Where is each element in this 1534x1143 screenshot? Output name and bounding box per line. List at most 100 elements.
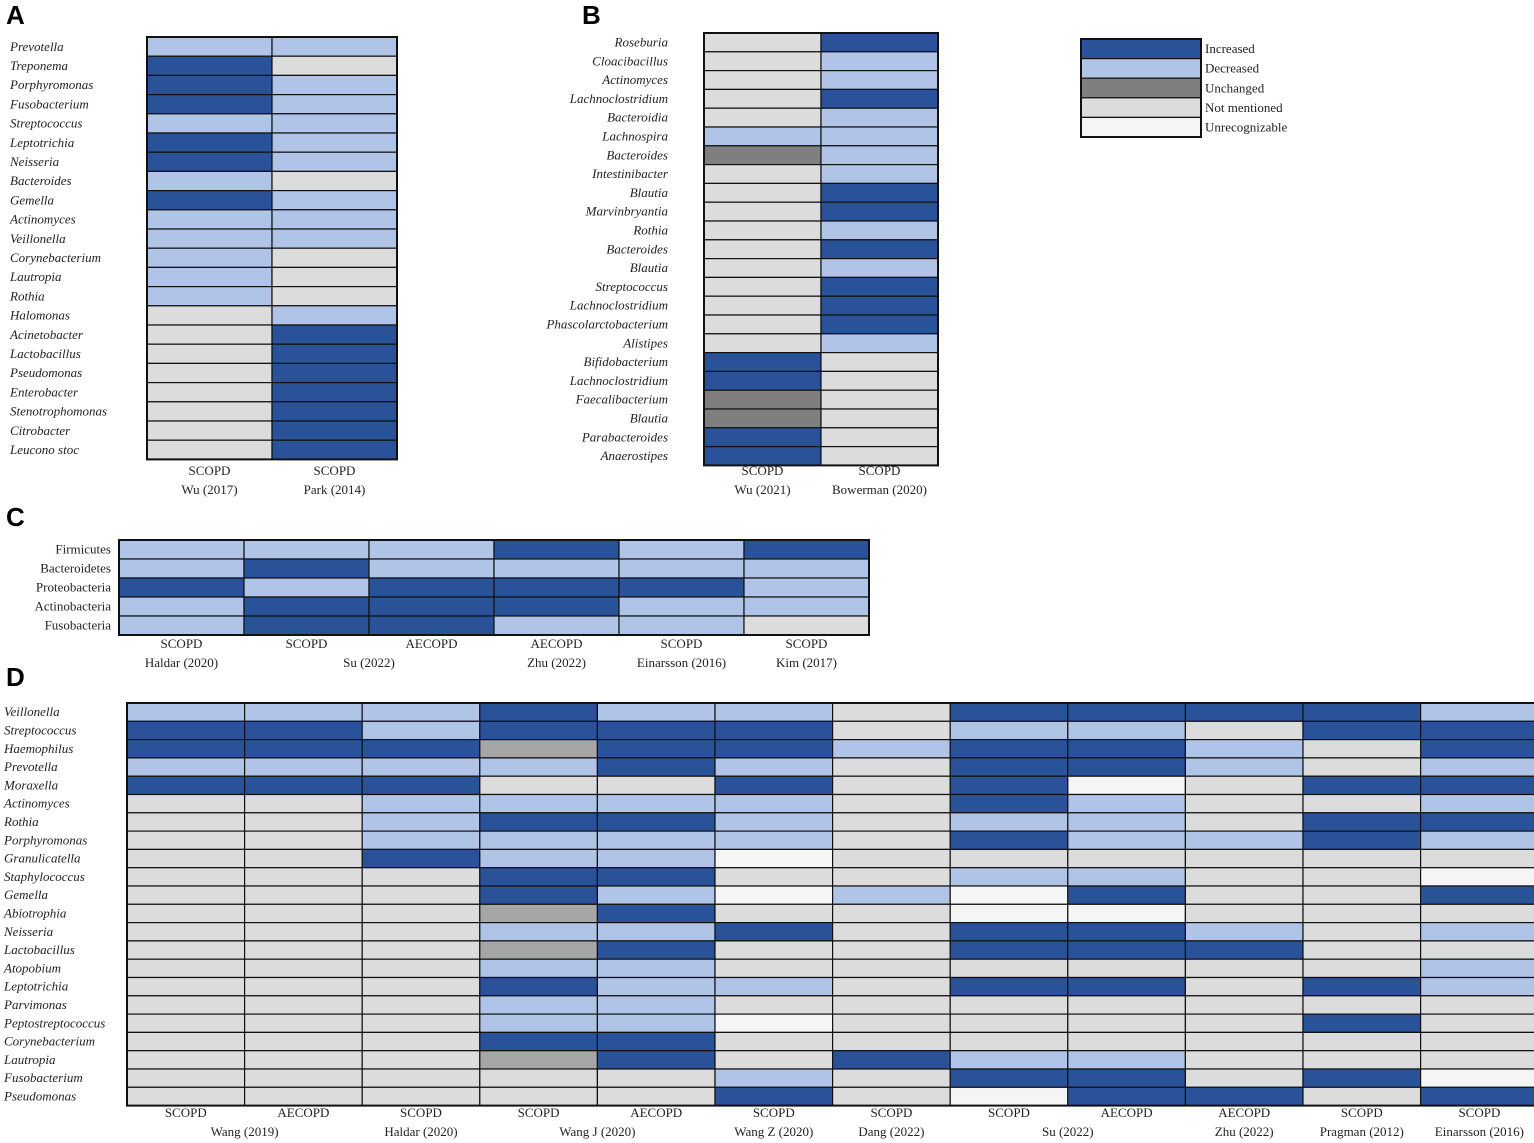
heatmap-cell: [1184, 757, 1304, 777]
heatmap-cell: [361, 958, 481, 979]
column-study-label: Haldar (2020): [145, 655, 218, 670]
heatmap-cell: [703, 201, 822, 222]
heatmap-cell: [1302, 830, 1422, 850]
heatmap-cell: [126, 940, 246, 960]
heatmap-cell: [1419, 958, 1534, 979]
heatmap-cell: [479, 867, 598, 887]
heatmap-cell: [361, 1050, 481, 1070]
heatmap-cell: [1067, 793, 1187, 814]
heatmap-cell: [949, 867, 1069, 887]
heatmap-cell: [1419, 1013, 1534, 1033]
heatmap-cell: [146, 247, 273, 268]
column-study-label: Wang Z (2020): [734, 1124, 813, 1139]
heatmap-border: [146, 36, 398, 461]
heatmap-cell: [949, 995, 1069, 1015]
legend: Increased Decreased Unchanged Not mentioned…: [1080, 38, 1288, 138]
group-study-label: Wang (2019): [211, 1124, 279, 1139]
column-study-label: Wu (2021): [734, 482, 790, 497]
heatmap-cell: [244, 1068, 363, 1088]
heatmap-cell: [1302, 812, 1422, 832]
heatmap-cell: [361, 867, 481, 887]
row-label: Cloacibacillus: [592, 53, 668, 68]
heatmap-cell: [479, 720, 598, 741]
heatmap-cell: [1302, 885, 1422, 905]
row-label: Granulicatella: [4, 851, 81, 866]
heatmap-cell: [618, 539, 745, 560]
legend-swatch: [1080, 116, 1202, 138]
heatmap-cell: [479, 885, 598, 905]
heatmap-cell: [243, 558, 370, 579]
heatmap-cell: [271, 439, 398, 461]
heatmap-cell: [596, 903, 716, 924]
column-label: SCOPD: [189, 463, 231, 478]
heatmap-cell: [820, 314, 939, 335]
column-study-label: Pragman (2012): [1320, 1124, 1404, 1139]
heatmap-cell: [831, 720, 951, 741]
heatmap-cell: [1184, 940, 1304, 960]
heatmap-cell: [271, 382, 398, 403]
column-study-label: Park (2014): [304, 482, 366, 497]
heatmap-cell: [820, 32, 939, 53]
heatmap-cell: [1067, 812, 1187, 832]
row-label: Leucono stoc: [9, 442, 79, 457]
row-label: Lactobacillus: [3, 942, 75, 957]
heatmap-cell: [949, 848, 1069, 869]
heatmap-cell: [1184, 812, 1304, 832]
heatmap-cell: [714, 793, 834, 814]
heatmap-cell: [126, 720, 246, 741]
heatmap-cell: [146, 439, 273, 461]
heatmap-cell: [146, 74, 273, 96]
legend-swatch: [1080, 97, 1202, 119]
heatmap-cell: [244, 1050, 363, 1070]
heatmap-cell: [361, 903, 481, 924]
heatmap-cell: [1419, 976, 1534, 997]
heatmap-cell: [596, 848, 716, 869]
heatmap-cell: [361, 830, 481, 850]
heatmap-cell: [271, 190, 398, 211]
row-label: Rothia: [9, 288, 45, 303]
heatmap-cell: [126, 1013, 246, 1033]
heatmap-cell: [271, 401, 398, 422]
legend-swatch: [1080, 57, 1202, 79]
heatmap-cell: [361, 921, 481, 942]
heatmap-cell: [596, 1068, 716, 1088]
column-label: SCOPD: [870, 1105, 912, 1120]
heatmap-cell: [596, 757, 716, 777]
heatmap-cell: [1302, 757, 1422, 777]
heatmap-cell: [126, 1031, 246, 1052]
heatmap-cell: [361, 1013, 481, 1033]
heatmap-cell: [479, 757, 598, 777]
heatmap-cell: [244, 702, 363, 722]
heatmap-cell: [949, 793, 1069, 814]
heatmap-cell: [368, 596, 495, 617]
row-label: Pseudomonas: [3, 1088, 76, 1103]
group-study-label: Su (2022): [343, 655, 395, 670]
heatmap-cell: [1302, 720, 1422, 741]
heatmap-cell: [479, 1086, 598, 1107]
heatmap-cell: [703, 69, 822, 90]
heatmap-cell: [1302, 940, 1422, 960]
heatmap-cell: [831, 793, 951, 814]
row-label: Treponema: [10, 58, 69, 73]
heatmap-cell: [361, 775, 481, 796]
heatmap-cell: [361, 976, 481, 997]
heatmap-cell: [126, 995, 246, 1015]
heatmap-border: [126, 702, 1534, 1107]
heatmap-cell: [244, 1013, 363, 1033]
heatmap-cell: [271, 362, 398, 384]
row-label: Blautia: [630, 411, 669, 426]
heatmap-cell: [361, 757, 481, 777]
row-label: Abiotrophia: [3, 905, 67, 920]
heatmap-cell: [146, 93, 273, 115]
heatmap-cell: [1184, 903, 1304, 924]
heatmap-cell: [831, 867, 951, 887]
heatmap-cell: [479, 940, 598, 960]
heatmap-cell: [820, 408, 939, 429]
heatmap-cell: [743, 615, 870, 636]
row-label: Fusobacterium: [3, 1070, 83, 1085]
heatmap-cell: [146, 132, 273, 153]
column-label: SCOPD: [314, 463, 356, 478]
row-label: Neisseria: [9, 154, 60, 169]
column-study-label: Zhu (2022): [1215, 1124, 1274, 1139]
